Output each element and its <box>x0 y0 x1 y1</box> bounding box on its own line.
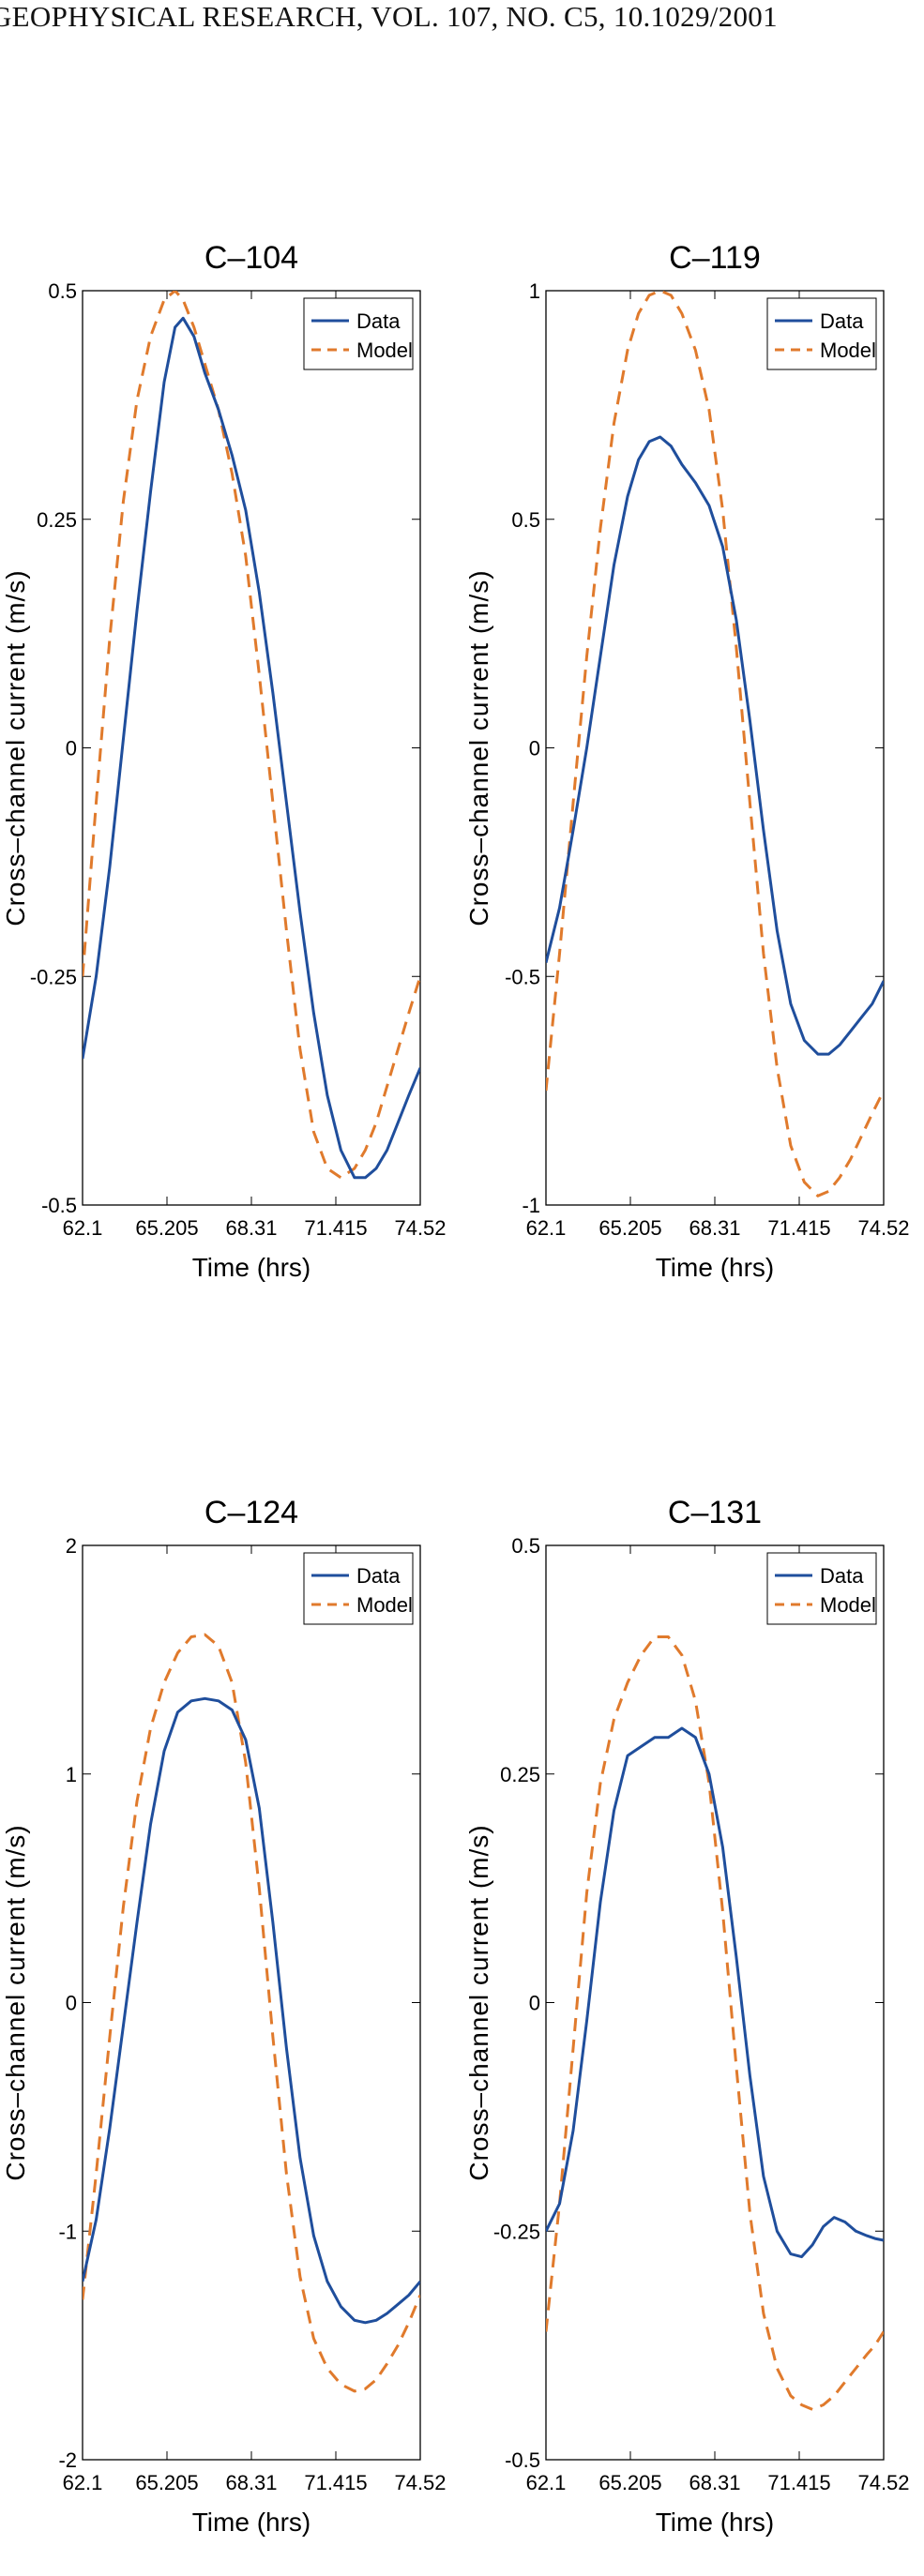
y-tick-label: -0.5 <box>505 2448 540 2472</box>
series-line-model <box>83 1633 420 2393</box>
y-axis-label: Cross–channel current (m/s) <box>1 569 30 926</box>
x-tick-label: 62.1 <box>63 1216 103 1240</box>
y-tick-label: 0.5 <box>511 508 540 532</box>
series-line-data <box>546 435 884 1056</box>
y-tick-label: -1 <box>58 2220 77 2243</box>
legend-label: Model <box>356 339 413 362</box>
y-axis-label: Cross–channel current (m/s) <box>464 1824 493 2180</box>
y-tick-label: 0.5 <box>511 1534 540 1558</box>
series-line-data <box>546 1726 884 2259</box>
series-line-model <box>83 291 420 1180</box>
y-tick-label: 0 <box>529 737 540 761</box>
y-tick-label: -2 <box>58 2448 77 2472</box>
panel-c124: 62.1 65.205 68.31 71.415 74.52 -2 -1 0 1 2 C–124 Ti… <box>1 1495 447 2537</box>
y-tick-label: 0 <box>66 1992 77 2015</box>
x-tick-label: 62.1 <box>526 2471 567 2494</box>
y-tick-label: 0.25 <box>37 508 77 532</box>
x-tick-label: 68.31 <box>689 1216 740 1240</box>
x-axis-label: Time (hrs) <box>656 2508 775 2537</box>
y-tick-label: 0.25 <box>500 1763 540 1786</box>
chart-title: C–131 <box>668 1495 762 1530</box>
y-tick-label: -0.25 <box>30 965 77 988</box>
y-tick-label: 0 <box>66 737 77 761</box>
series-line-data <box>83 316 420 1180</box>
x-tick-label: 71.415 <box>767 1216 830 1240</box>
x-tick-label: 65.205 <box>598 1216 661 1240</box>
legend-label: Data <box>820 309 864 333</box>
legend-label: Model <box>356 1593 413 1617</box>
y-tick-label: -0.25 <box>493 2220 540 2243</box>
legend-label: Data <box>356 309 401 333</box>
x-axis-label: Time (hrs) <box>192 2508 311 2537</box>
x-tick-label: 71.415 <box>304 1216 367 1240</box>
chart-title: C–104 <box>204 240 298 276</box>
x-tick-label: 74.52 <box>857 1216 909 1240</box>
chart-title: C–119 <box>669 240 761 276</box>
x-axis-label: Time (hrs) <box>192 1253 311 1282</box>
x-tick-label: 74.52 <box>394 1216 446 1240</box>
y-tick-label: -0.5 <box>505 965 540 988</box>
legend-box <box>766 297 877 370</box>
panel-c119: 62.1 65.205 68.31 71.415 74.52 -1 -0.5 0 0.5 1 C–1… <box>464 240 910 1282</box>
running-head: GEOPHYSICAL RESEARCH, VOL. 107, NO. C5, … <box>0 0 778 33</box>
y-axis-label: Cross–channel current (m/s) <box>464 569 493 926</box>
x-tick-label: 71.415 <box>767 2471 830 2494</box>
y-tick-label: 0.5 <box>48 279 77 303</box>
y-tick-label: 1 <box>66 1763 77 1786</box>
plot-frame <box>545 290 885 1206</box>
x-tick-label: 68.31 <box>225 1216 277 1240</box>
chart-title: C–124 <box>204 1495 298 1530</box>
x-tick-label: 62.1 <box>526 1216 567 1240</box>
legend-box <box>766 1552 877 1625</box>
x-tick-label: 65.205 <box>135 2471 198 2494</box>
panel-c131: 62.1 65.205 68.31 71.415 74.52 -0.5 -0.25 0 0.25… <box>464 1495 910 2537</box>
x-tick-label: 74.52 <box>857 2471 909 2494</box>
panel-c104: 62.1 65.205 68.31 71.415 74.52 -0.5 -0.25 0 0.25… <box>1 240 447 1282</box>
y-tick-label: 2 <box>66 1534 77 1558</box>
x-tick-label: 65.205 <box>135 1216 198 1240</box>
legend-label: Model <box>820 1593 876 1617</box>
y-tick-label: -1 <box>522 1194 540 1217</box>
x-tick-label: 68.31 <box>225 2471 277 2494</box>
x-axis-label: Time (hrs) <box>656 1253 775 1282</box>
x-tick-label: 68.31 <box>689 2471 740 2494</box>
x-tick-label: 74.52 <box>394 2471 446 2494</box>
y-axis-label: Cross–channel current (m/s) <box>1 1824 30 2180</box>
plot-frame <box>545 1544 885 2461</box>
series-line-data <box>83 1696 420 2325</box>
legend-box <box>303 297 414 370</box>
legend-label: Data <box>356 1564 401 1588</box>
x-tick-label: 65.205 <box>598 2471 661 2494</box>
legend-label: Data <box>820 1564 864 1588</box>
legend-box <box>303 1552 414 1625</box>
y-tick-label: 0 <box>529 1992 540 2015</box>
series-line-model <box>546 1635 884 2411</box>
series-line-model <box>546 291 884 1198</box>
y-tick-label: -0.5 <box>41 1194 77 1217</box>
x-tick-label: 71.415 <box>304 2471 367 2494</box>
y-tick-label: 1 <box>529 279 540 303</box>
legend-label: Model <box>820 339 876 362</box>
x-tick-label: 62.1 <box>63 2471 103 2494</box>
